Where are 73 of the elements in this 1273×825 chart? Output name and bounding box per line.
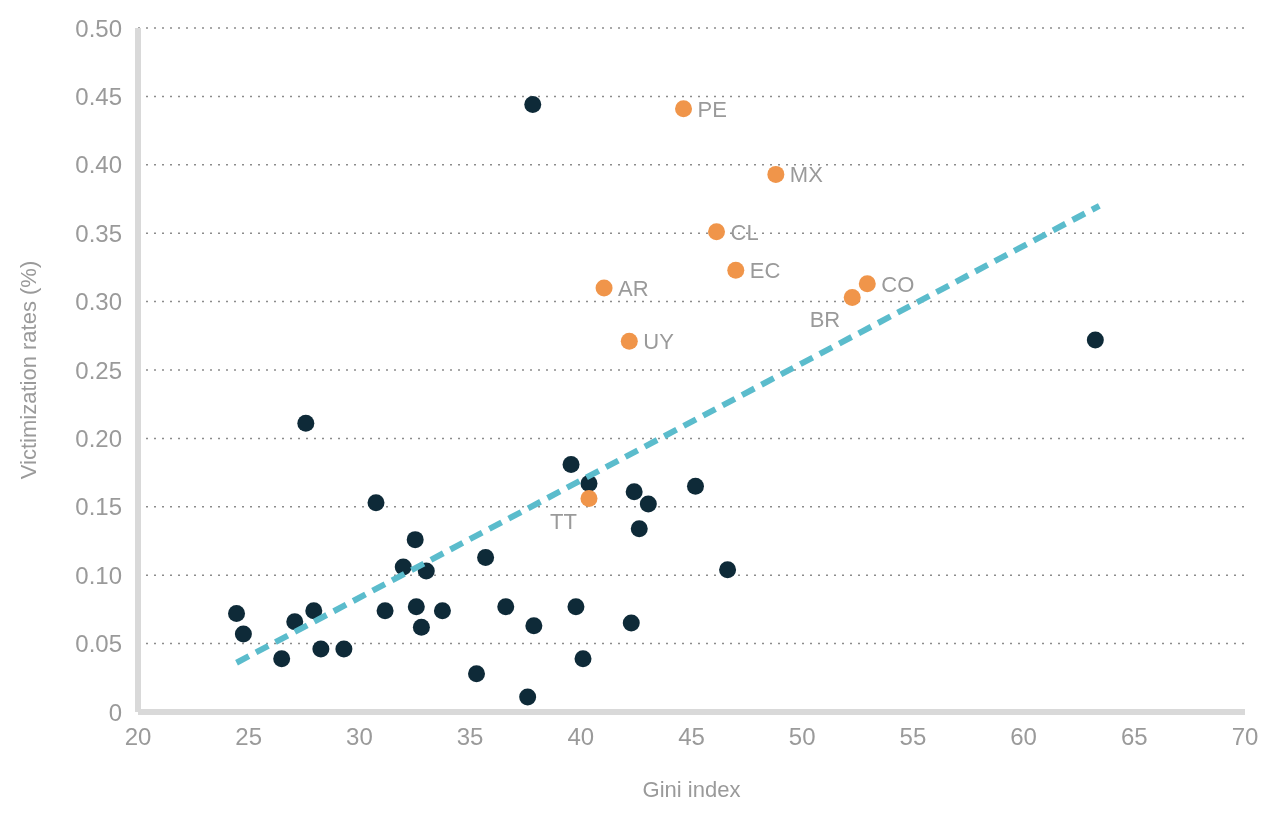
y-tick-label: 0.45 (75, 82, 122, 110)
annotation: UY (643, 329, 675, 355)
point (376, 602, 394, 620)
x-tick-label: 30 (346, 723, 373, 751)
x-axis-title: Gini index (642, 777, 741, 802)
y-tick-label: 0.05 (75, 630, 122, 658)
point (273, 650, 291, 668)
point (412, 618, 430, 636)
point (675, 100, 693, 118)
y-tick-label: 0.15 (75, 493, 122, 521)
annotation: BR (809, 307, 841, 333)
point (574, 650, 592, 668)
point (286, 613, 304, 631)
annotation: MX (789, 162, 824, 188)
annotation: CO (881, 271, 915, 297)
annotation: PE (697, 96, 727, 122)
y-tick-label: 0.30 (75, 288, 122, 316)
y-tick-label: 0.25 (75, 356, 122, 384)
point (620, 332, 638, 350)
annotation: TT (550, 508, 577, 534)
point (843, 289, 861, 306)
point (524, 96, 542, 114)
point (367, 494, 385, 512)
annotation: AR (618, 275, 649, 301)
x-tick-label: 45 (678, 723, 705, 751)
point (297, 414, 315, 432)
point (562, 455, 580, 473)
point (312, 640, 330, 658)
x-tick-label: 35 (456, 723, 484, 751)
point (468, 665, 486, 683)
point (407, 598, 425, 616)
point (708, 223, 726, 241)
x-tick-label: 25 (235, 723, 263, 751)
point (305, 602, 323, 620)
point (394, 558, 412, 576)
y-tick-label: 0.10 (75, 561, 122, 589)
point (630, 520, 648, 538)
point (686, 477, 704, 495)
point (1086, 331, 1104, 349)
point (433, 602, 451, 620)
y-tick-label: 0.50 (75, 14, 122, 42)
x-tick-label: 40 (567, 723, 595, 751)
point (519, 688, 537, 706)
point (406, 531, 424, 549)
point (767, 165, 785, 183)
point (622, 614, 640, 632)
point (727, 261, 745, 279)
x-tick-label: 60 (1010, 723, 1037, 751)
point (625, 483, 643, 501)
point (580, 490, 598, 508)
y-axis-title: Victimization rates (%) (15, 260, 41, 480)
point (335, 640, 353, 658)
point (228, 605, 246, 622)
point (234, 625, 252, 643)
y-tick-label: 0.40 (75, 151, 122, 179)
x-tick-label: 20 (124, 723, 152, 751)
point (525, 617, 543, 635)
y-tick-label: 0.35 (75, 219, 122, 247)
x-tick-label: 70 (1231, 723, 1259, 751)
point (719, 561, 737, 579)
x-tick-label: 50 (788, 723, 816, 751)
point (497, 598, 515, 616)
x-tick-label: 55 (899, 723, 927, 751)
point (858, 275, 876, 293)
y-tick-label: 0.20 (75, 424, 122, 452)
point (567, 598, 585, 616)
point (595, 279, 613, 297)
y-tick-label: 0 (108, 698, 122, 726)
x-tick-label: 65 (1120, 723, 1148, 751)
point (477, 548, 495, 566)
annotation: CL (730, 219, 759, 245)
annotation: EC (749, 258, 781, 284)
point (639, 495, 657, 513)
